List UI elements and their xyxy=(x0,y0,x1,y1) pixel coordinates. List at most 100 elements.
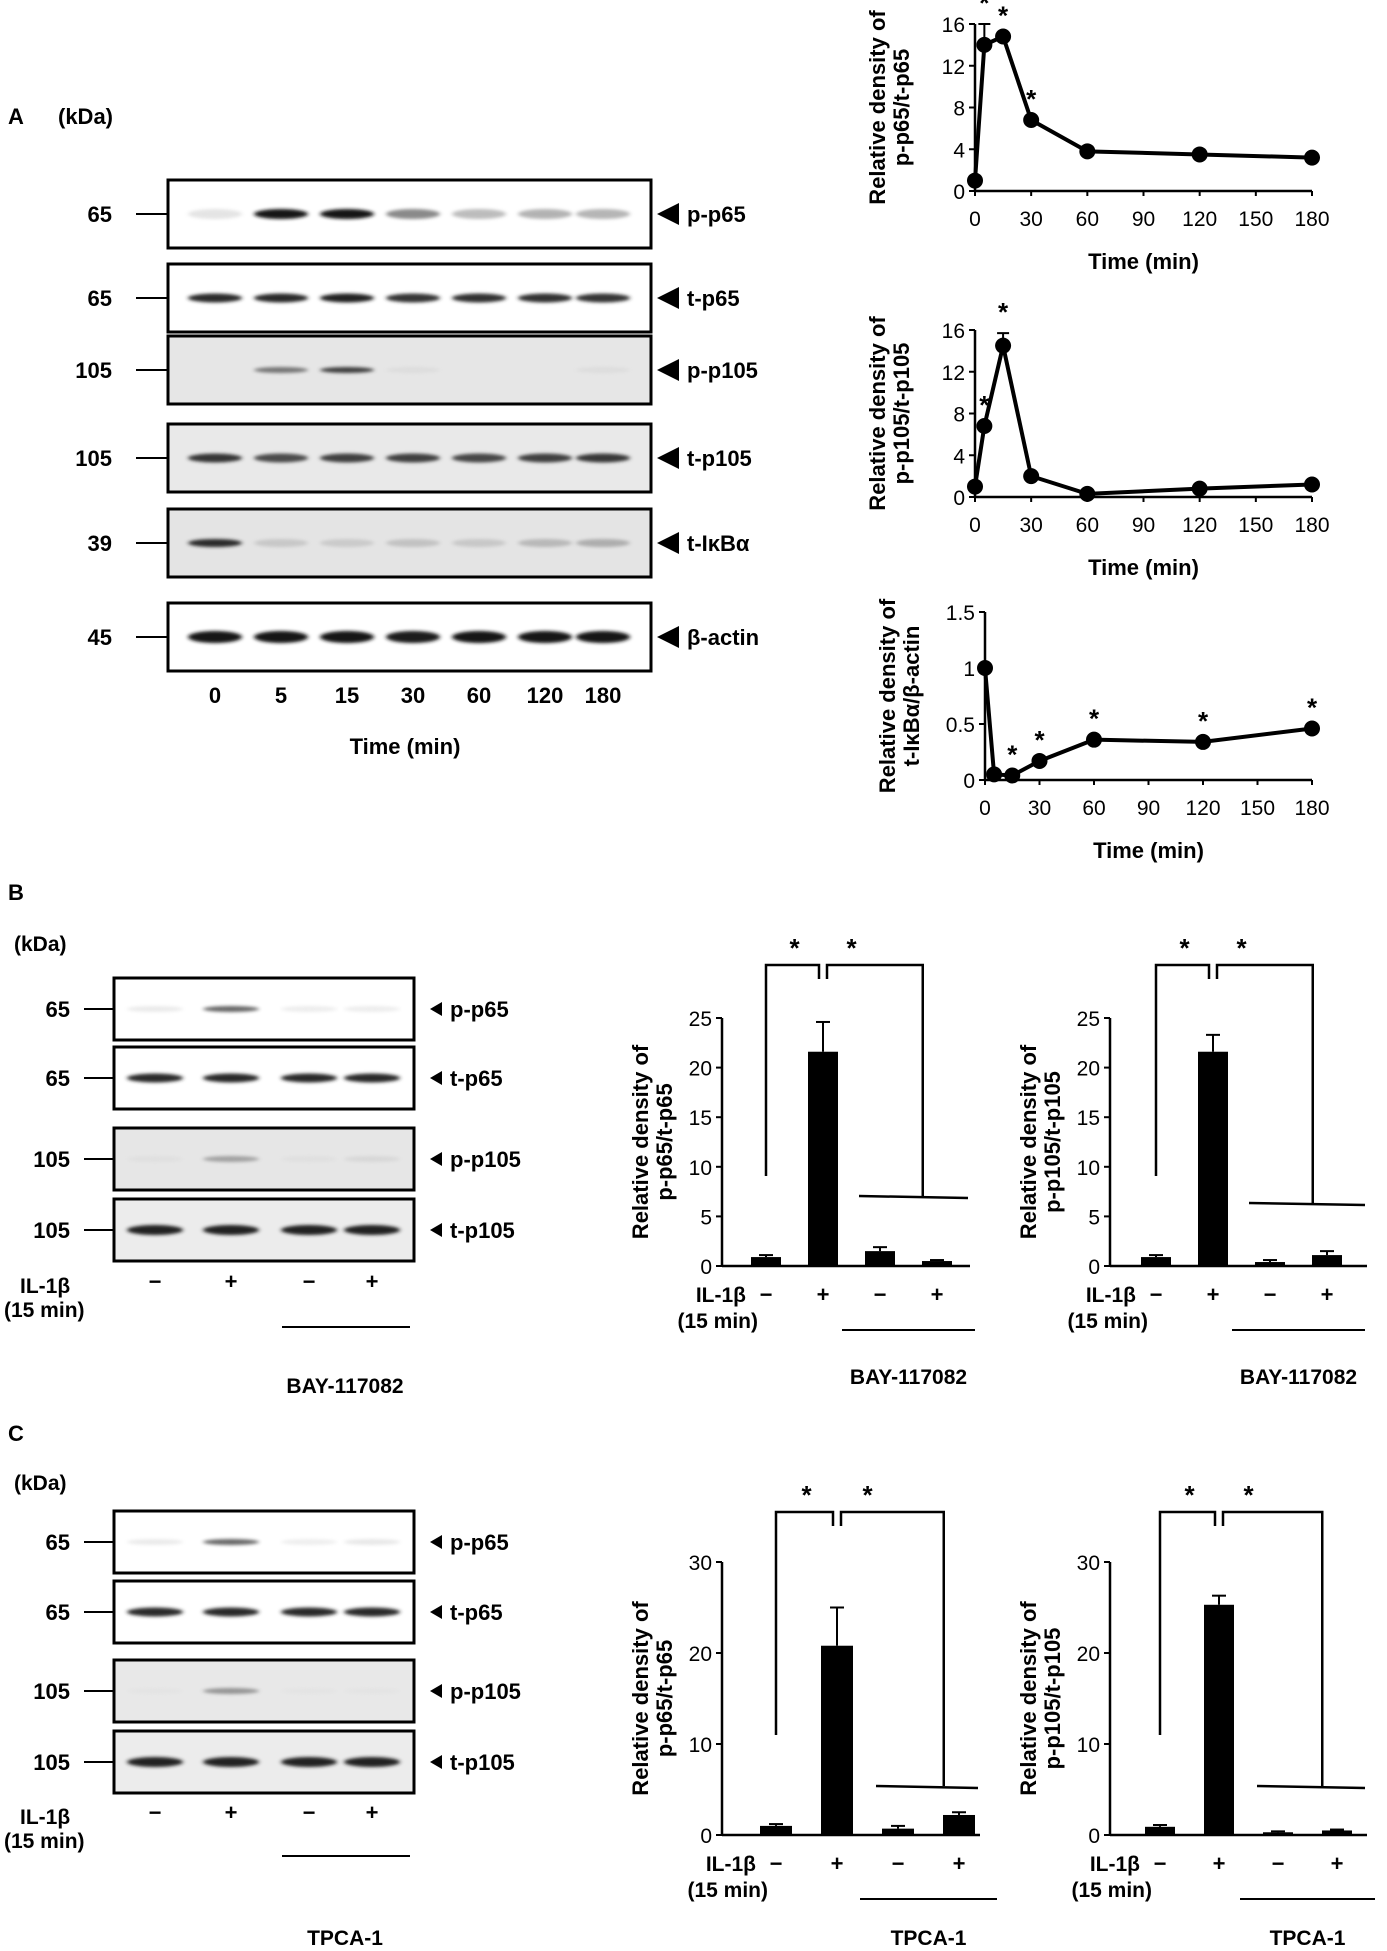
x-tick-label: 60 xyxy=(1082,797,1105,820)
bar xyxy=(821,1645,853,1835)
blot-band xyxy=(254,209,308,219)
blot-band xyxy=(344,1607,400,1617)
blot-band xyxy=(203,1006,259,1012)
data-point xyxy=(1031,752,1048,769)
panel-b-blots: 65 p-p65 65 t-p65 105 p-p105 105 t-p105 xyxy=(33,976,521,1263)
blot-band xyxy=(386,367,440,373)
y-tick-label: 15 xyxy=(689,1107,712,1130)
y-tick-label: 5 xyxy=(700,1206,712,1229)
chart-a1-pp65-timecourse: 0 4 8 12 16 0 30 60 90 120 150 180 Time (min) Relativ… xyxy=(865,0,1330,274)
bar xyxy=(1198,1051,1228,1266)
band-arrow-icon xyxy=(657,532,679,554)
y-tick-label: 4 xyxy=(953,139,965,162)
band-arrow-icon xyxy=(430,1684,442,1698)
blot-band xyxy=(188,293,242,303)
inhibitor-label: TPCA-1 xyxy=(891,1927,967,1950)
band-label: t-p105 xyxy=(687,446,752,471)
blot-band xyxy=(344,1757,400,1767)
significance-bracket xyxy=(1154,963,1211,1176)
y-tick-label: 4 xyxy=(953,445,965,468)
band-label: p-p65 xyxy=(450,997,509,1022)
band-arrow-icon xyxy=(430,1755,442,1769)
inhibitor-label: TPCA-1 xyxy=(1270,1927,1346,1950)
il1b-time-label: (15 min) xyxy=(677,1310,758,1333)
y-tick-label: 0 xyxy=(700,1825,712,1848)
x-tick-label: 150 xyxy=(1238,208,1273,231)
blot-band xyxy=(203,1607,259,1617)
data-point xyxy=(1023,468,1040,485)
blot-band xyxy=(518,453,572,463)
y-tick-label: 0 xyxy=(953,181,965,204)
significance-bracket xyxy=(1158,1510,1217,1735)
mw-label: 105 xyxy=(75,446,112,471)
y-axis-title: Relative density of xyxy=(1016,1601,1041,1796)
blot-band xyxy=(127,1688,183,1694)
significance-bracket xyxy=(774,1510,835,1735)
band-label: t-IκBα xyxy=(687,531,750,556)
x-axis-title: Time (min) xyxy=(1093,838,1204,863)
blot-band xyxy=(254,367,308,373)
panel-a-kda-label: (kDa) xyxy=(58,104,113,129)
treatment-sign: − xyxy=(303,1269,316,1294)
bar xyxy=(760,1825,792,1835)
blot-band xyxy=(518,293,572,303)
lane-label: 180 xyxy=(585,683,622,708)
x-tick-label: 60 xyxy=(1076,514,1099,537)
mw-label: 45 xyxy=(88,625,112,650)
significance-star: * xyxy=(979,0,990,18)
lane-label: 15 xyxy=(335,683,359,708)
band-label: t-p65 xyxy=(687,286,740,311)
data-point xyxy=(1304,476,1320,493)
treatment-sign: + xyxy=(817,1282,830,1307)
blot-band xyxy=(344,1073,400,1083)
blot-band xyxy=(281,1225,337,1235)
treatment-sign: − xyxy=(1264,1282,1277,1307)
y-axis-title: Relative density of xyxy=(865,10,890,205)
inhibitor-group-line xyxy=(1256,1784,1366,1790)
y-axis-title: p-p65/t-p65 xyxy=(652,1083,677,1200)
band-label: p-p65 xyxy=(450,1530,509,1555)
y-axis-title: Relative density of xyxy=(1016,1044,1041,1239)
blot-band xyxy=(188,539,242,547)
significance-star: * xyxy=(998,297,1009,327)
significance-star: * xyxy=(1034,725,1045,755)
data-point xyxy=(1304,720,1320,737)
significance-star: * xyxy=(801,1480,812,1510)
significance-star: * xyxy=(1198,706,1209,736)
blot-band xyxy=(254,631,308,643)
x-tick-label: 90 xyxy=(1132,208,1155,231)
significance-star: * xyxy=(1007,740,1018,770)
treatment-sign: − xyxy=(892,1851,905,1876)
blot-band xyxy=(188,453,242,463)
band-arrow-icon xyxy=(657,359,679,381)
chart-c2-pp105-tpca: 0 10 20 30 Relative density of p-p105/t-p105 −… xyxy=(1016,1480,1375,1950)
y-axis-title: Relative density of xyxy=(628,1601,653,1796)
blot-band xyxy=(320,293,374,303)
data-point xyxy=(1086,731,1102,748)
bar xyxy=(1255,1262,1285,1266)
treatment-sign: + xyxy=(366,1269,379,1294)
treatment-sign: + xyxy=(1331,1851,1344,1876)
il1b-label: IL-1β xyxy=(696,1284,746,1307)
x-tick-label: 60 xyxy=(1076,208,1099,231)
y-tick-label: 10 xyxy=(689,1734,712,1757)
data-point xyxy=(995,337,1012,354)
y-tick-label: 10 xyxy=(1077,1734,1100,1757)
band-arrow-icon xyxy=(430,1152,442,1166)
mw-label: 105 xyxy=(33,1147,70,1172)
blot-band xyxy=(254,539,308,547)
blot-band xyxy=(386,209,440,219)
blot-band xyxy=(254,453,308,463)
x-tick-label: 180 xyxy=(1294,208,1329,231)
y-tick-label: 10 xyxy=(689,1157,712,1180)
chart-a3-ikba-timecourse: 0 0.5 1 1.5 0 30 60 90 120 150 180 Time (min) Relati… xyxy=(875,598,1330,863)
mw-label: 39 xyxy=(88,531,112,556)
blot-band xyxy=(518,539,572,547)
blot-band xyxy=(344,1156,400,1162)
treatment-sign: + xyxy=(831,1851,844,1876)
bar xyxy=(1322,1830,1352,1835)
band-label: p-p65 xyxy=(687,202,746,227)
lane-label: 0 xyxy=(209,683,221,708)
